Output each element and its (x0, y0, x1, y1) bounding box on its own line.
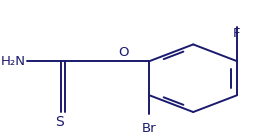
Text: S: S (55, 115, 64, 129)
Text: F: F (233, 27, 241, 40)
Text: O: O (118, 46, 128, 59)
Text: Br: Br (142, 122, 157, 135)
Text: H₂N: H₂N (1, 55, 26, 68)
